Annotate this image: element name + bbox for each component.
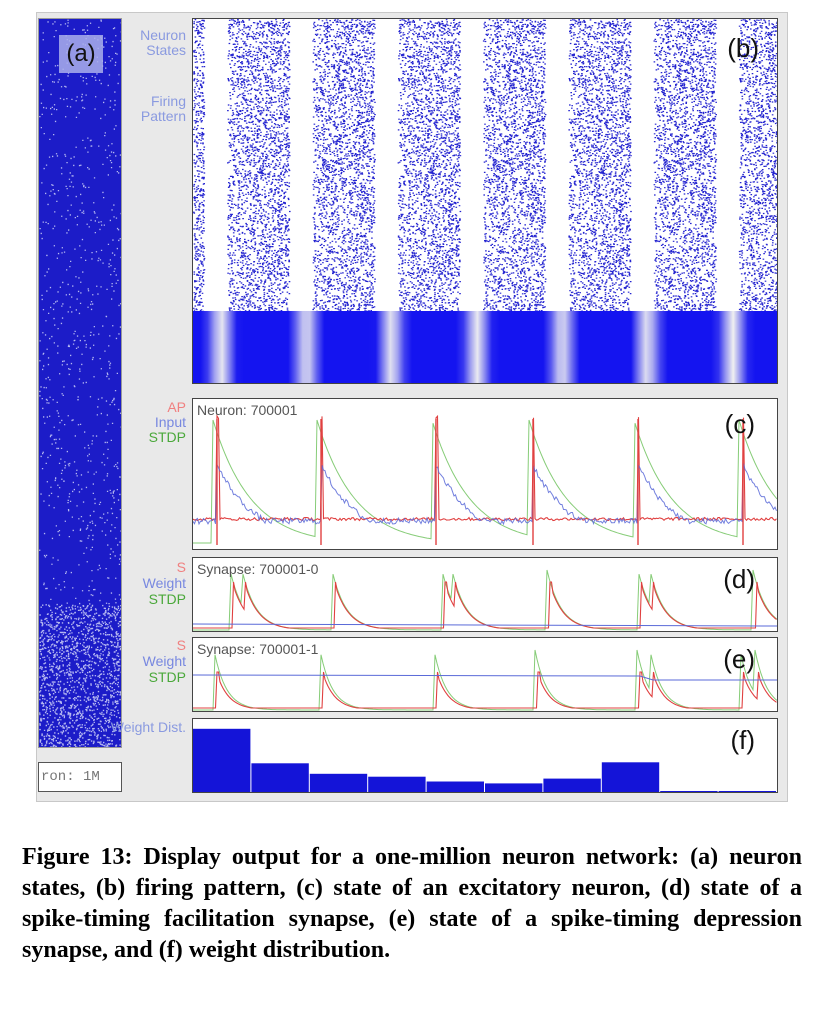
stdp-label-e: STDP — [148, 669, 186, 685]
weight-label-d: Weight — [142, 575, 186, 591]
neuron-state-traces — [193, 414, 777, 545]
firing-pattern-label: Firing Pattern — [140, 93, 186, 124]
firing-pattern-panel: (b) — [192, 18, 778, 384]
label-column-c: AP Input STDP — [124, 400, 186, 460]
population-activity-band — [193, 311, 777, 383]
stdp-label-c: STDP — [148, 429, 186, 445]
stdp-trace — [193, 419, 777, 544]
stdp-trace — [193, 569, 777, 631]
weight-distribution-panel: (f) — [192, 718, 778, 793]
neuron-count-status: ron: 1M — [38, 762, 122, 792]
weight-bar-9 — [660, 791, 718, 792]
panel-b-tag: (b) — [727, 33, 759, 63]
neuron-states-map — [39, 19, 121, 747]
synapse-0-traces — [193, 569, 777, 631]
firing-pattern-raster — [193, 19, 777, 383]
panel-a-tag: (a) — [59, 35, 103, 73]
label-column-b: Neuron States Firing Pattern — [124, 28, 186, 148]
label-column-e: S Weight STDP — [124, 638, 186, 698]
weight-bar-7 — [543, 778, 601, 792]
weight-bar-6 — [485, 783, 543, 792]
s-label-e: S — [176, 637, 186, 653]
s-label-d: S — [176, 559, 186, 575]
weight-bar-10 — [718, 791, 776, 792]
synapse-0-title: Synapse: 700001-0 — [197, 561, 319, 577]
panel-d-tag: (d) — [723, 564, 755, 594]
ap-label: AP — [167, 399, 186, 415]
weight-bar-8 — [601, 762, 660, 792]
panel-f-tag: (f) — [730, 725, 755, 755]
stdp-trace — [193, 649, 777, 711]
weight-bar-1 — [193, 728, 251, 792]
weight-distribution-chart — [193, 728, 776, 792]
weight-bar-4 — [368, 776, 426, 792]
ap-trace — [193, 581, 777, 629]
input-trace — [193, 463, 777, 526]
weight-bar-2 — [251, 763, 309, 792]
synapse-1-traces — [193, 649, 777, 711]
neuron-states-panel: (a) — [38, 18, 122, 748]
weight-bar-3 — [309, 773, 368, 792]
synapse-0-panel: Synapse: 700001-0 (d) — [192, 557, 778, 632]
label-column-d: S Weight STDP — [124, 560, 186, 620]
figure-caption: Figure 13: Display output for a one-mill… — [22, 844, 802, 963]
weight-dist-label: Weight Dist. — [110, 719, 186, 735]
neuron-state-dots — [39, 19, 121, 747]
weight-trace — [193, 623, 777, 627]
neuron-state-panel: Neuron: 700001 (c) — [192, 398, 778, 550]
raster-spikes — [193, 19, 777, 313]
weight-label-e: Weight — [142, 653, 186, 669]
stdp-label-d: STDP — [148, 591, 186, 607]
neuron-title: Neuron: 700001 — [197, 402, 298, 418]
ap-trace — [193, 671, 777, 709]
neuron-states-label: Neuron States — [140, 27, 186, 58]
raster-background — [193, 19, 777, 311]
panel-e-tag: (e) — [723, 644, 755, 674]
synapse-1-title: Synapse: 700001-1 — [197, 641, 319, 657]
synapse-1-panel: Synapse: 700001-1 (e) — [192, 637, 778, 712]
weight-bar-5 — [426, 781, 484, 792]
input-label: Input — [154, 414, 186, 430]
panel-c-tag: (c) — [724, 409, 755, 439]
weight-trace — [193, 674, 777, 681]
ap-trace — [193, 414, 777, 522]
label-column-f: Weight Dist. — [111, 720, 186, 760]
